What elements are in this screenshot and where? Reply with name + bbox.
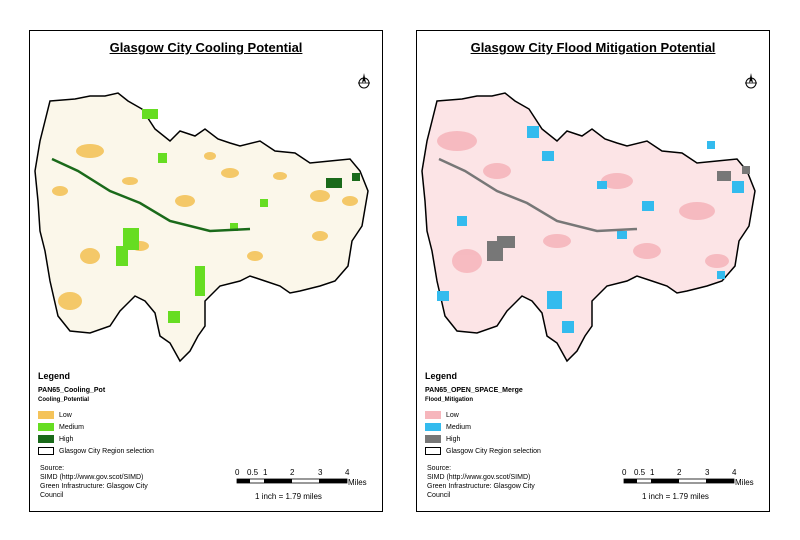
source-line: Source: — [427, 465, 452, 472]
legend-heading: Legend — [38, 371, 71, 381]
legend-item-label: High — [59, 435, 74, 443]
legend-field-name: Cooling_Potential — [38, 397, 89, 403]
legend-item-label: Glasgow City Region selection — [446, 447, 541, 455]
legend-layer-name: PAN65_OPEN_SPACE_Merge — [425, 387, 523, 394]
source-line: SIMD (http://www.gov.scot/SIMD) — [427, 474, 531, 481]
source-line: Green Infrastructure: Glasgow City — [40, 483, 148, 490]
scale-tick-label: 4 — [732, 468, 737, 477]
legend-field-name: Flood_Mitigation — [425, 397, 473, 403]
scale-tick-label: 0.5 — [634, 468, 646, 477]
legend-item-label: Medium — [59, 423, 84, 431]
scale-tick-label: 3 — [705, 468, 710, 477]
legend-item-low: Low — [425, 409, 541, 421]
cooling-map — [34, 92, 369, 363]
legend-item-label: Low — [446, 411, 459, 419]
source-text: Source: SIMD (http://www.gov.scot/SIMD) … — [40, 464, 190, 500]
medium-cooling-areas — [116, 109, 268, 323]
flood-map — [421, 92, 756, 363]
low-flood-areas — [437, 131, 729, 273]
legend-swatch — [38, 435, 54, 443]
source-text: Source: SIMD (http://www.gov.scot/SIMD) … — [427, 464, 577, 500]
legend-swatch — [425, 411, 441, 419]
legend-item-high: High — [38, 433, 154, 445]
source-line: Green Infrastructure: Glasgow City — [427, 483, 535, 490]
legend-item-label: Glasgow City Region selection — [59, 447, 154, 455]
legend-layer-name: PAN65_Cooling_Pot — [38, 387, 106, 394]
legend-swatch — [425, 435, 441, 443]
cooling-map-panel: Glasgow City Cooling Potential — [29, 30, 383, 512]
scale-unit: Miles — [348, 478, 367, 487]
scale-tick-label: 0 — [235, 468, 240, 477]
north-arrow-icon — [745, 73, 757, 89]
city-boundary — [34, 92, 369, 363]
scale-ratio: 1 inch = 1.79 miles — [255, 492, 322, 501]
scale-bar: 0 0.5 1 2 3 4 Miles — [622, 468, 754, 487]
scale-tick-label: 0 — [622, 468, 627, 477]
map-legend: Legend PAN65_OPEN_SPACE_Merge Flood_Miti… — [425, 371, 541, 457]
low-cooling-areas — [52, 144, 358, 310]
river-clyde — [438, 157, 638, 233]
scale-tick-label: 2 — [290, 468, 295, 477]
scale-ratio: 1 inch = 1.79 miles — [642, 492, 709, 501]
map-title: Glasgow City Cooling Potential — [109, 40, 303, 55]
flood-map-panel: Glasgow City Flood Mitigation Potential — [416, 30, 770, 512]
high-cooling-areas — [326, 173, 360, 188]
legend-item-medium: Medium — [38, 421, 154, 433]
legend-swatch — [425, 423, 441, 431]
legend-swatch — [425, 447, 441, 455]
legend-swatch — [38, 411, 54, 419]
legend-item-label: High — [446, 435, 461, 443]
source-line: Council — [427, 492, 451, 499]
scale-tick-label: 1 — [650, 468, 655, 477]
scale-bar: 0 0.5 1 2 3 4 Miles — [235, 468, 367, 487]
map-title: Glasgow City Flood Mitigation Potential — [470, 40, 716, 55]
legend-item-selection: Glasgow City Region selection — [38, 445, 154, 457]
legend-heading: Legend — [425, 371, 458, 381]
map-legend: Legend PAN65_Cooling_Pot Cooling_Potenti… — [38, 371, 154, 457]
legend-item-selection: Glasgow City Region selection — [425, 445, 541, 457]
scale-tick-label: 0.5 — [247, 468, 259, 477]
north-arrow-icon — [358, 73, 370, 89]
city-boundary — [421, 92, 756, 363]
legend-item-low: Low — [38, 409, 154, 421]
scale-tick-label: 4 — [345, 468, 350, 477]
legend-swatch — [38, 447, 54, 455]
scale-unit: Miles — [735, 478, 754, 487]
scale-tick-label: 2 — [677, 468, 682, 477]
legend-item-medium: Medium — [425, 421, 541, 433]
medium-flood-areas — [437, 126, 744, 333]
scale-tick-label: 3 — [318, 468, 323, 477]
legend-swatch — [38, 423, 54, 431]
source-line: Source: — [40, 465, 65, 472]
source-line: SIMD (http://www.gov.scot/SIMD) — [40, 474, 144, 481]
river-clyde — [51, 157, 251, 233]
legend-item-high: High — [425, 433, 541, 445]
legend-item-label: Medium — [446, 423, 471, 431]
source-line: Council — [40, 492, 64, 499]
scale-tick-label: 1 — [263, 468, 268, 477]
legend-item-label: Low — [59, 411, 72, 419]
high-flood-areas — [487, 166, 750, 261]
